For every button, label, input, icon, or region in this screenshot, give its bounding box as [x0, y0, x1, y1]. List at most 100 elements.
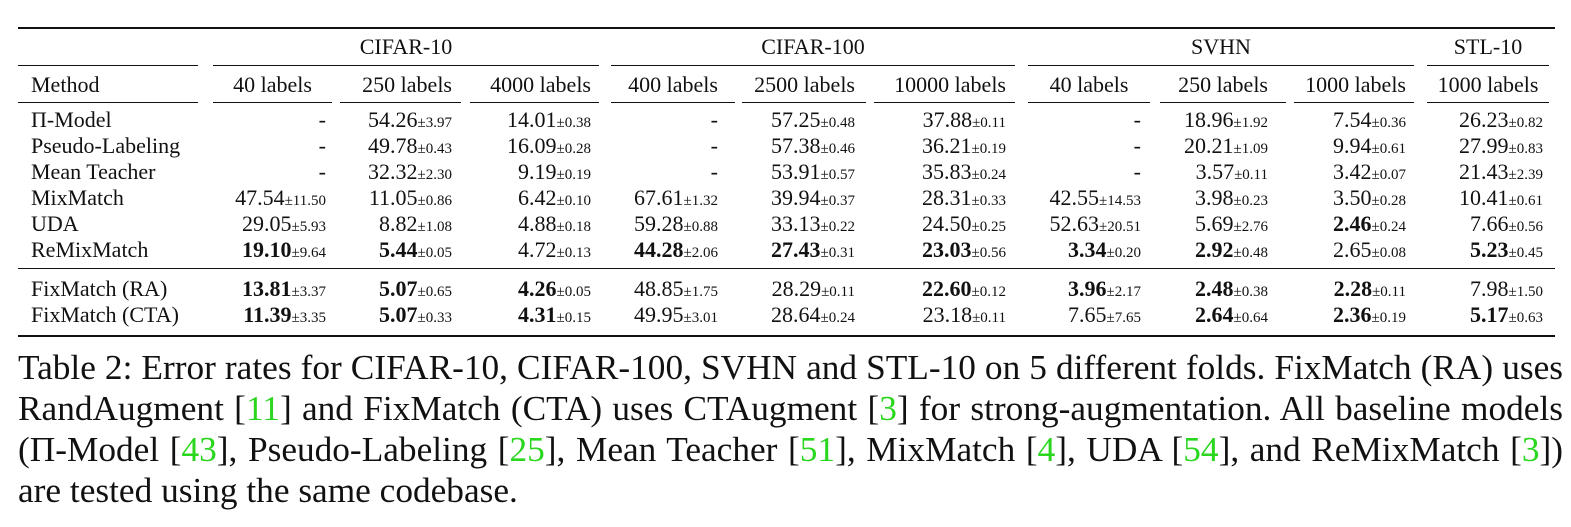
table-cell: 49.95±3.01	[611, 304, 718, 326]
top-rule	[18, 27, 1555, 29]
table-cell: 48.85±1.75	[611, 278, 718, 300]
table-cell: -	[611, 135, 718, 157]
table-cell: 2.48±0.38	[1160, 278, 1268, 300]
column-header: 250 labels	[1178, 72, 1268, 97]
column-header: 1000 labels	[1305, 72, 1406, 97]
cell-value: 57.25	[771, 107, 821, 132]
table-cell: 28.31±0.33	[874, 187, 1006, 209]
citation-link[interactable]: 25	[509, 430, 545, 469]
table-cell: 2.36±0.19	[1294, 304, 1406, 326]
cell-value: 42.55	[1049, 185, 1100, 210]
column-header: 40 labels	[233, 72, 312, 97]
cell-std: ±2.30	[417, 167, 452, 183]
group-header-rule	[1028, 65, 1414, 66]
cell-value: 36.21	[922, 133, 972, 158]
table-cell: 6.42±0.10	[470, 187, 591, 209]
table-cell: 10.41±0.61	[1427, 187, 1543, 209]
cell-value: 7.66	[1470, 211, 1509, 236]
cell-value: 24.50	[922, 211, 972, 236]
table-cell: -	[213, 135, 326, 157]
cell-value: 19.10	[242, 237, 292, 262]
cell-value: -	[1133, 133, 1141, 158]
table-cell: 3.50±0.28	[1294, 187, 1406, 209]
caption-text: ] for strong-augmentation. All baseline …	[18, 389, 1563, 469]
table-cell: 4.72±0.13	[470, 239, 591, 261]
table-cell: 28.29±0.11	[742, 278, 855, 300]
table-cell: 5.17±0.63	[1427, 304, 1543, 326]
table-cell: 54.26±3.97	[340, 109, 452, 131]
table-cell: 27.43±0.31	[742, 239, 855, 261]
cell-std: ±0.56	[971, 245, 1006, 261]
table-cell: 4.26±0.05	[470, 278, 591, 300]
cell-value: 28.29	[771, 276, 822, 301]
cell-std: ±0.37	[820, 193, 855, 209]
table-cell: 2.46±0.24	[1294, 213, 1406, 235]
cell-std: ±1.08	[417, 219, 452, 235]
table-cell: 7.54±0.36	[1294, 109, 1406, 131]
table-cell: -	[611, 161, 718, 183]
cell-value: 2.28	[1333, 276, 1373, 301]
cell-std: ±0.57	[820, 167, 855, 183]
cell-value: -	[318, 107, 326, 132]
method-name: Mean Teacher	[31, 159, 156, 184]
cell-value: 3.34	[1068, 237, 1107, 262]
table-cell: 9.19±0.19	[470, 161, 591, 183]
caption-text: ] and FixMatch (CTA) uses CTAugment [	[279, 389, 880, 428]
table-cell: 21.43±2.39	[1427, 161, 1543, 183]
cell-value: 23.03	[922, 237, 972, 262]
cell-std: ±3.35	[291, 310, 326, 326]
citation-link[interactable]: 11	[245, 389, 280, 428]
cell-value: 4.88	[518, 211, 557, 236]
group-header-rule	[1427, 65, 1549, 66]
cell-value: 3.57	[1195, 159, 1235, 184]
citation-link[interactable]: 3	[879, 389, 897, 428]
cell-value: 2.48	[1195, 276, 1234, 301]
cell-std: ±0.56	[1508, 219, 1543, 235]
cell-value: -	[710, 159, 718, 184]
citation-link[interactable]: 54	[1183, 430, 1219, 469]
cell-value: 27.99	[1459, 133, 1509, 158]
cell-value: 2.46	[1333, 211, 1372, 236]
section-rule	[18, 268, 1555, 269]
column-header-rule	[213, 102, 332, 103]
cell-value: 4.72	[518, 237, 557, 262]
cell-value: -	[710, 107, 718, 132]
cell-std: ±0.28	[556, 141, 591, 157]
cell-value: 5.07	[379, 302, 418, 327]
cell-std: ±0.11	[1372, 284, 1406, 300]
citation-link[interactable]: 43	[181, 430, 217, 469]
table-cell: 26.23±0.82	[1427, 109, 1543, 131]
table-cell: 13.81±3.37	[213, 278, 326, 300]
citation-link[interactable]: 4	[1037, 430, 1056, 469]
cell-std: ±11.50	[284, 193, 326, 209]
group-header-rule	[611, 65, 1015, 66]
cell-value: 10.41	[1459, 185, 1509, 210]
table-cell: 39.94±0.37	[742, 187, 855, 209]
caption-text: ]) are tested using the same codebase.	[18, 430, 1563, 510]
cell-value: 21.43	[1459, 159, 1509, 184]
column-header: 1000 labels	[1437, 72, 1539, 97]
cell-std: ±3.37	[291, 284, 326, 300]
cell-std: ±0.63	[1508, 310, 1543, 326]
table-cell: 5.69±2.76	[1160, 213, 1268, 235]
cell-value: 9.19	[518, 159, 557, 184]
column-header: 40 labels	[1049, 72, 1129, 97]
citation-link[interactable]: 51	[799, 430, 836, 469]
table-cell: 11.05±0.86	[340, 187, 452, 209]
column-header-rule	[470, 102, 599, 103]
cell-value: 5.23	[1470, 237, 1509, 262]
column-header: 250 labels	[362, 72, 452, 97]
table-cell: 29.05±5.93	[213, 213, 326, 235]
cell-std: ±0.05	[556, 284, 591, 300]
cell-value: 27.43	[771, 237, 821, 262]
citation-link[interactable]: 3	[1521, 430, 1540, 469]
table-cell: 2.92±0.48	[1160, 239, 1268, 261]
cell-value: 22.60	[922, 276, 972, 301]
table-cell: 32.32±2.30	[340, 161, 452, 183]
dataset-group-header: STL-10	[1453, 34, 1523, 59]
cell-std: ±2.06	[683, 245, 718, 261]
cell-value: 9.94	[1333, 133, 1372, 158]
cell-std: ±0.83	[1508, 141, 1543, 157]
cell-value: 2.64	[1195, 302, 1234, 327]
cell-value: 33.13	[771, 211, 821, 236]
